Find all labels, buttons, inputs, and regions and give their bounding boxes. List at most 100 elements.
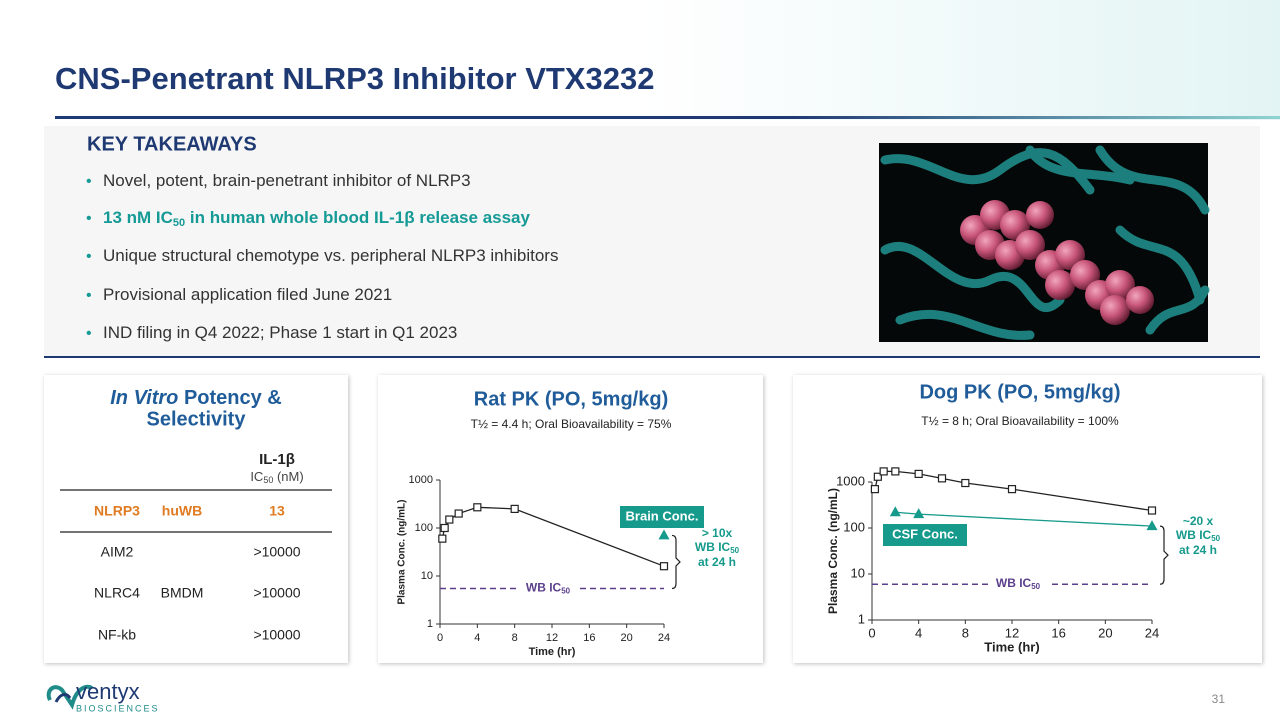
subscript: 50 <box>1031 582 1040 591</box>
x-tick-label: 4 <box>474 632 480 644</box>
rat-chart: Rat PK (PO, 5mg/kg) T½ = 4.4 h; Oral Bioa… <box>397 388 740 658</box>
marker <box>1147 506 1157 515</box>
table-cell: BMDM <box>161 585 204 601</box>
x-tick-label: 8 <box>962 625 969 640</box>
chart-subtitle: T½ = 8 h; Oral Bioavailability = 100% <box>921 414 1119 428</box>
x-tick-label: 12 <box>546 632 558 644</box>
marker <box>914 469 923 478</box>
title-rest: Potency & <box>178 387 281 409</box>
takeaway: Unique structural chemotype vs. peripher… <box>103 246 558 265</box>
marker <box>873 472 882 481</box>
threshold-text: WB IC <box>526 581 562 595</box>
x-tick-label: 24 <box>658 632 670 644</box>
logo-sub: BIOSCIENCES <box>76 703 160 713</box>
x-axis-label: Time (hr) <box>984 639 1039 654</box>
x-tick-label: 4 <box>915 625 922 640</box>
bullet: • <box>86 248 92 265</box>
takeaway-list: • Novel, potent, brain-penetrant inhibito… <box>86 171 558 342</box>
threshold-text: WB IC <box>996 576 1032 590</box>
marker <box>889 506 901 517</box>
takeaway-text: IND filing in Q4 2022; Phase 1 start in … <box>103 323 457 342</box>
dog-panel <box>793 375 1262 663</box>
marker <box>659 562 669 571</box>
logo-text: ventyx <box>76 679 140 704</box>
table-cell: huWB <box>162 503 202 519</box>
logo: ventyx BIOSCIENCES <box>46 679 160 713</box>
takeaway: Provisional application filed June 2021 <box>103 285 392 304</box>
marker <box>454 509 463 518</box>
bullet: • <box>86 287 92 304</box>
table-cell: AIM2 <box>101 544 134 560</box>
y-tick-label: 1 <box>858 611 865 626</box>
x-tick-label: 0 <box>868 625 875 640</box>
y-axis-label: Plasma Conc. (ng/mL) <box>397 499 408 604</box>
marker <box>879 467 888 476</box>
title: CNS-Penetrant NLRP3 Inhibitor VTX3232 <box>55 61 654 96</box>
table-cell: NF-kb <box>98 627 136 643</box>
callout: > 10x <box>702 526 733 540</box>
marker <box>937 474 947 483</box>
callout: at 24 h <box>698 555 736 569</box>
chart-title: Dog PK (PO, 5mg/kg) <box>919 381 1120 403</box>
potency-panel <box>44 375 348 663</box>
unit-sub: 50 <box>263 475 273 485</box>
protein-image <box>879 143 1210 342</box>
marker <box>473 503 482 512</box>
marker <box>440 523 449 533</box>
column-header: IL-1β <box>259 451 295 468</box>
x-tick-label: 20 <box>621 632 633 644</box>
potency-table: NLRP3 huWB 13 AIM2 >10000 NLRC4 BMDM >10000 NF-k… <box>94 503 301 643</box>
marker <box>438 534 447 543</box>
unit: IC <box>250 469 263 484</box>
x-tick-label: 24 <box>1145 625 1159 640</box>
y-tick-label: 1000 <box>409 474 433 486</box>
x-tick-label: 20 <box>1098 625 1112 640</box>
x-tick-label: 8 <box>512 632 518 644</box>
x-tick-label: 16 <box>583 632 595 644</box>
takeaway-text: Novel, potent, brain-penetrant inhibitor… <box>103 171 471 190</box>
callout: WB IC50 <box>1176 528 1221 543</box>
callout-text: WB IC <box>1176 528 1212 542</box>
threshold-label: WB IC50 <box>526 581 571 596</box>
potency-title: In Vitro Potency & <box>110 387 282 409</box>
bracket <box>1159 525 1169 585</box>
bullet: • <box>86 210 92 227</box>
subscript: 50 <box>730 546 739 555</box>
marker <box>961 478 970 488</box>
takeaway-text: Unique structural chemotype vs. peripher… <box>103 246 558 265</box>
subscript: 50 <box>561 587 570 596</box>
y-tick-label: 1000 <box>836 473 865 488</box>
callout: at 24 h <box>1179 543 1217 557</box>
bracket <box>671 534 681 590</box>
table-cell: >10000 <box>253 585 300 601</box>
series-label-bg <box>883 524 967 546</box>
x-tick-label: 12 <box>1005 625 1019 640</box>
chart-subtitle: T½ = 4.4 h; Oral Bioavailability = 75% <box>471 417 672 431</box>
column-unit: IC50 (nM) <box>250 469 303 485</box>
bullet: • <box>86 173 92 190</box>
takeaway: IND filing in Q4 2022; Phase 1 start in … <box>103 323 457 342</box>
takeaway-text: in human whole blood IL-1β release assay <box>185 208 530 227</box>
x-tick-label: 16 <box>1051 625 1065 640</box>
marker <box>1146 520 1158 531</box>
chart-title: Rat PK (PO, 5mg/kg) <box>474 388 668 410</box>
y-axis-label: Plasma Conc. (ng/mL) <box>826 488 840 614</box>
page-number: 31 <box>1212 692 1226 706</box>
table-cell: 13 <box>269 503 285 519</box>
potency-title: Selectivity <box>147 408 247 430</box>
marker <box>510 504 519 513</box>
table-cell: NLRC4 <box>94 585 140 601</box>
series-label: Brain Conc. <box>626 508 699 523</box>
takeaway-text: 13 nM IC <box>103 208 173 227</box>
title-rule <box>55 116 1280 119</box>
takeaways-rule <box>44 356 1260 358</box>
y-tick-label: 1 <box>427 618 433 630</box>
y-tick-label: 100 <box>843 519 865 534</box>
y-tick-label: 10 <box>851 565 865 580</box>
bullet: • <box>86 325 92 342</box>
callout-text: WB IC <box>695 540 731 554</box>
unit: (nM) <box>273 469 303 484</box>
marker <box>913 508 925 519</box>
callout: WB IC50 <box>695 540 740 555</box>
